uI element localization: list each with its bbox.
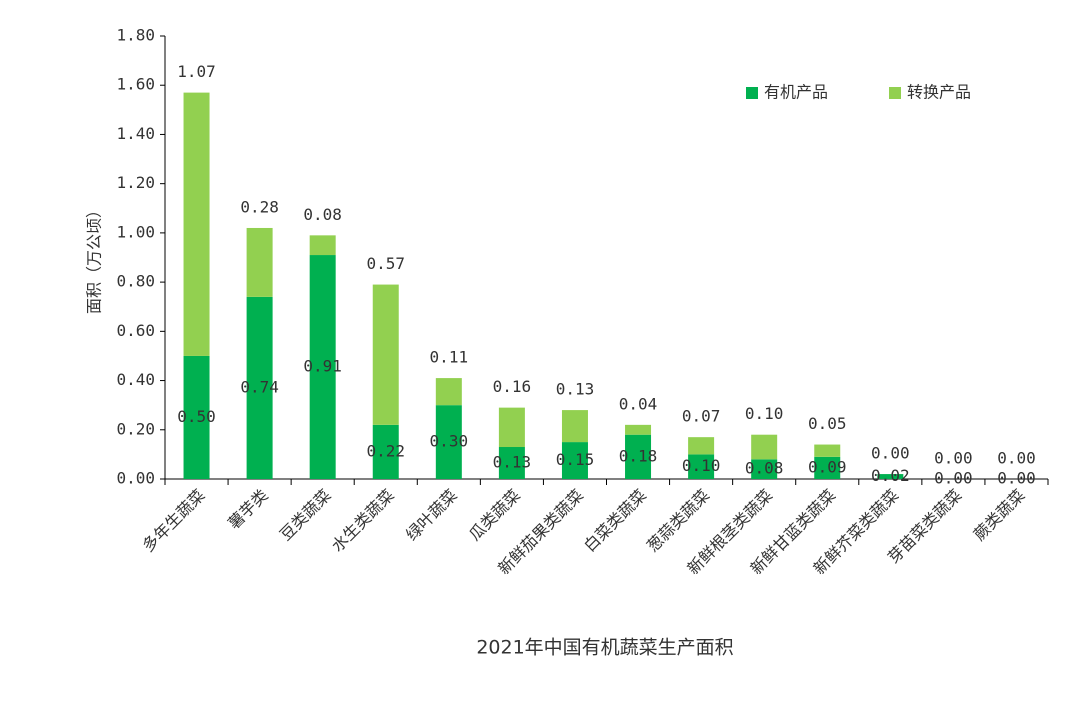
bar-segment (309, 255, 336, 479)
value-label: 0.08 (303, 205, 342, 224)
bar-segment (183, 355, 210, 479)
x-tick-label: 多年生蔬菜 (139, 486, 209, 556)
x-tick-label: 蕨类蔬菜 (970, 486, 1029, 545)
chart-title: 2021年中国有机蔬菜生产面积 (476, 637, 733, 659)
bar-segment (435, 378, 462, 406)
legend-swatch (746, 87, 758, 99)
value-label: 0.04 (619, 394, 658, 413)
bar-segment (561, 410, 588, 443)
value-label: 0.10 (682, 456, 721, 475)
y-tick-label: 1.60 (116, 75, 155, 94)
value-label: 0.30 (430, 432, 469, 451)
x-tick-label: 绿叶蔬菜 (402, 486, 461, 545)
y-tick-label: 0.20 (116, 419, 155, 438)
value-label: 0.07 (682, 407, 721, 426)
bar-segment (498, 447, 525, 479)
value-label: 0.00 (997, 449, 1036, 468)
bar-segment (246, 227, 273, 297)
value-label: 0.00 (934, 449, 973, 468)
value-label: 0.16 (493, 377, 532, 396)
x-tick-label: 水生类蔬菜 (328, 486, 398, 556)
y-tick-label: 1.80 (116, 26, 155, 45)
value-label: 0.22 (366, 441, 405, 460)
bar-segment (372, 424, 399, 479)
y-tick-label: 1.40 (116, 124, 155, 143)
y-tick-label: 0.60 (116, 321, 155, 340)
x-tick-label: 瓜类蔬菜 (465, 486, 524, 545)
x-tick-label: 豆类蔬菜 (276, 486, 335, 545)
value-label: 0.13 (556, 380, 595, 399)
value-label: 0.10 (745, 404, 784, 423)
value-label: 0.50 (177, 407, 216, 426)
bar-segment (688, 454, 715, 479)
value-label: 0.57 (366, 254, 405, 273)
bar-segment (561, 442, 588, 479)
value-label: 0.15 (556, 450, 595, 469)
value-label: 0.05 (808, 414, 847, 433)
bar-segment (498, 407, 525, 448)
x-tick-label: 薯芋类 (224, 486, 271, 533)
bar-segment (814, 456, 841, 479)
bar-segment (877, 474, 904, 479)
legend-swatch (889, 87, 901, 99)
value-label: 0.74 (240, 377, 279, 396)
value-label: 0.02 (871, 466, 910, 485)
bar-segment (688, 437, 715, 455)
bar-segment (435, 405, 462, 479)
y-tick-label: 1.00 (116, 222, 155, 241)
y-tick-label: 1.20 (116, 173, 155, 192)
value-label: 1.07 (177, 62, 216, 81)
bar-segment (625, 424, 652, 435)
y-tick-label: 0.80 (116, 272, 155, 291)
x-tick-label: 白菜类蔬菜 (580, 486, 650, 556)
bar-segment (246, 296, 273, 479)
value-label: 0.28 (240, 197, 279, 216)
value-label: 0.00 (934, 469, 973, 488)
y-axis-label: 面积（万公顷） (85, 202, 104, 314)
bar-segment (372, 284, 399, 425)
bar-segment (183, 92, 210, 356)
value-label: 0.00 (871, 444, 910, 463)
legend-label: 有机产品 (764, 83, 828, 102)
y-tick-label: 0.40 (116, 370, 155, 389)
value-label: 0.91 (303, 357, 342, 376)
bar-segment (309, 235, 336, 256)
value-label: 0.18 (619, 446, 658, 465)
value-label: 0.00 (997, 469, 1036, 488)
legend-label: 转换产品 (907, 83, 971, 102)
bar-segment (751, 459, 778, 479)
y-tick-label: 0.00 (116, 469, 155, 488)
bar-segment (625, 434, 652, 479)
value-label: 0.08 (745, 459, 784, 478)
value-label: 0.11 (430, 348, 469, 367)
bar-segment (751, 434, 778, 460)
value-label: 0.13 (493, 453, 532, 472)
value-label: 0.09 (808, 457, 847, 476)
bar-segment (814, 444, 841, 457)
